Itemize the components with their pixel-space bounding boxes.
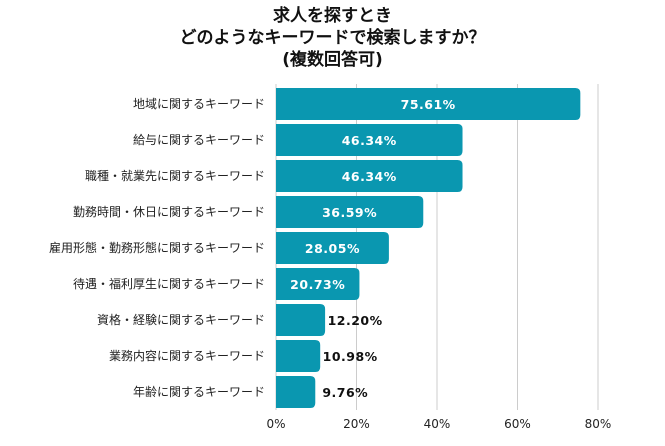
bar <box>276 304 326 336</box>
x-tick-label: 60% <box>504 417 531 431</box>
chart-title-line-1: 求人を探すとき <box>273 6 392 26</box>
bar <box>276 88 581 120</box>
value-label: 28.05% <box>305 241 360 256</box>
x-tick-label: 0% <box>266 417 285 431</box>
chart-title-line-3: (複数回答可) <box>282 50 383 70</box>
value-label: 9.76% <box>322 385 368 400</box>
bar <box>276 124 463 156</box>
value-label: 10.98% <box>323 349 378 364</box>
value-label: 46.34% <box>342 169 397 184</box>
x-tick-label: 20% <box>343 417 370 431</box>
category-label: 年齢に関するキーワード <box>133 384 265 399</box>
x-tick-label: 80% <box>585 417 612 431</box>
bar <box>276 196 424 228</box>
bar <box>276 232 389 264</box>
bar <box>276 340 321 372</box>
bar <box>276 160 463 192</box>
value-labels: 75.61% 46.34% 46.34% 36.59% 28.05% 20.73% 12.2… <box>290 97 456 400</box>
category-label: 資格・経験に関するキーワード <box>97 312 265 327</box>
chart-title-line-2: どのようなキーワードで検索しますか？ <box>179 28 486 48</box>
bars <box>276 88 581 408</box>
category-label: 雇用形態・勤務形態に関するキーワード <box>49 240 265 255</box>
category-label: 給与に関するキーワード <box>133 133 265 147</box>
x-tick-label: 40% <box>424 417 451 431</box>
bar <box>276 268 360 300</box>
value-label: 12.20% <box>328 313 383 328</box>
category-label: 職種・就業先に関するキーワード <box>85 169 265 183</box>
value-label: 36.59% <box>322 205 377 220</box>
value-label: 20.73% <box>290 277 345 292</box>
category-label: 地域に関するキーワード <box>133 97 265 111</box>
category-label: 勤務時間・休日に関するキーワード <box>73 205 265 219</box>
category-label: 待遇・福利厚生に関するキーワード <box>73 276 265 291</box>
category-labels: 地域に関するキーワード給与に関するキーワード職種・就業先に関するキーワード勤務時… <box>49 97 265 399</box>
category-label: 業務内容に関するキーワード <box>109 348 265 363</box>
value-label: 46.34% <box>342 133 397 148</box>
bar <box>276 376 316 408</box>
x-axis-tick-labels: 0% 20% 40% 60% 80% <box>266 417 611 431</box>
value-label: 75.61% <box>401 97 456 112</box>
